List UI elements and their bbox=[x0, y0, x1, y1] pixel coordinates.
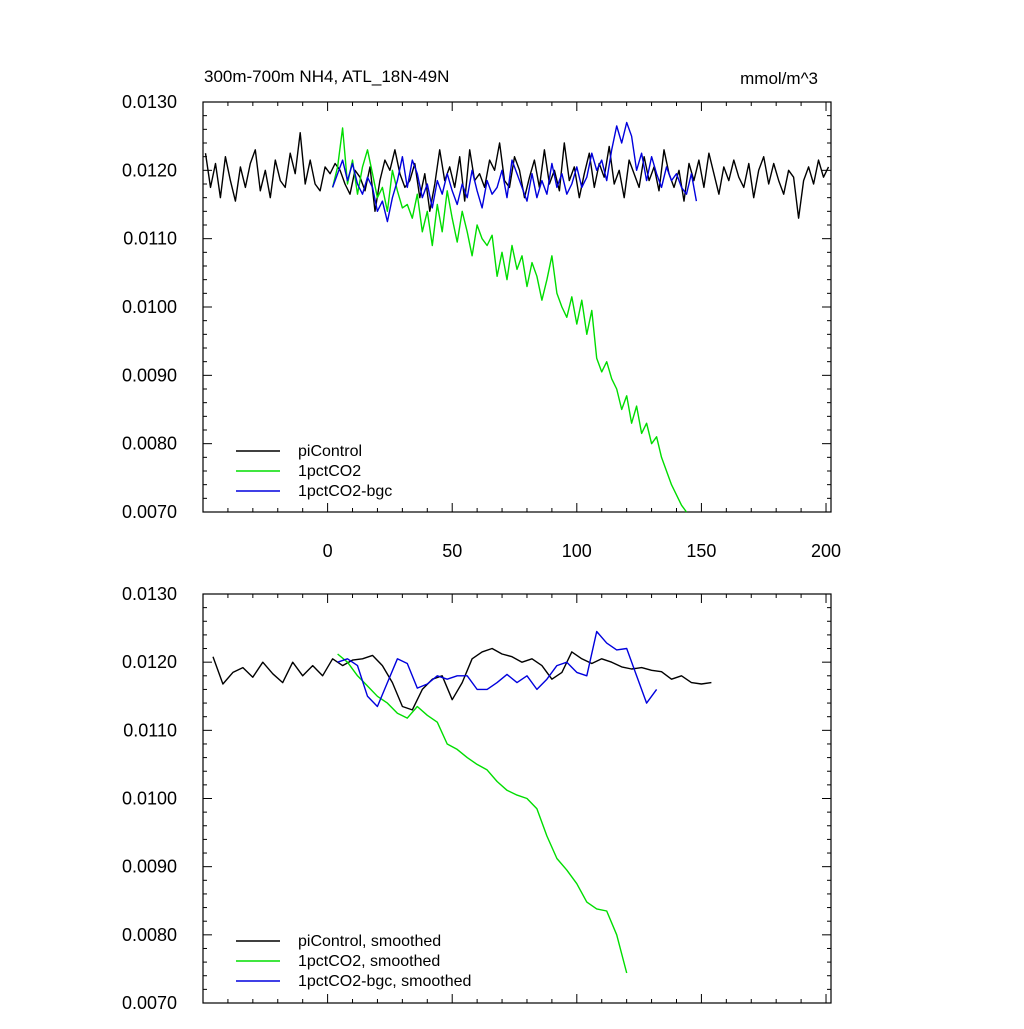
bot-y-tick-label: 0.0090 bbox=[122, 857, 177, 877]
bot-y-tick-label: 0.0120 bbox=[122, 652, 177, 672]
top-y-tick-label: 0.0120 bbox=[122, 160, 177, 180]
bot-y-tick-label: 0.0110 bbox=[123, 720, 177, 740]
bottom-series-group bbox=[212, 630, 712, 974]
bot-y-tick-label: 0.0100 bbox=[122, 789, 177, 809]
top-axes: 0.0070 0.0080 0.0090 0.0100 0.0110 0.0120 0.01… bbox=[122, 92, 841, 561]
bot-series-1pctco2-smoothed bbox=[337, 653, 628, 974]
bottom-legend: piControl, smoothed 1pctCO2, smoothed 1p… bbox=[236, 933, 471, 990]
top-series-1pctco2 bbox=[331, 127, 688, 513]
bottom-axes: 0.0070 0.0080 0.0090 0.0100 0.0110 0.0120 0.01… bbox=[122, 584, 832, 1013]
legend-label-1pctco2-smoothed: 1pctCO2, smoothed bbox=[298, 953, 440, 970]
top-chart-title: 300m-700m NH4, ATL_18N-49N bbox=[204, 67, 449, 86]
top-y-tick-label: 0.0100 bbox=[122, 297, 177, 317]
top-y-tick-label: 0.0110 bbox=[123, 229, 177, 249]
top-series-1pctco2-bgc bbox=[331, 121, 698, 223]
bot-y-tick-label: 0.0130 bbox=[122, 584, 177, 604]
top-y-tick-label: 0.0080 bbox=[122, 434, 177, 454]
top-x-tick-label: 0 bbox=[323, 541, 333, 561]
top-panel: 300m-700m NH4, ATL_18N-49N mmol/m^3 0.00… bbox=[122, 67, 841, 561]
bottom-panel: 0.0070 0.0080 0.0090 0.0100 0.0110 0.0120 0.01… bbox=[122, 584, 832, 1013]
top-x-tick-label: 100 bbox=[562, 541, 592, 561]
legend-label-1pctco2: 1pctCO2 bbox=[298, 463, 361, 480]
top-series-group bbox=[204, 121, 830, 513]
top-y-tick-label: 0.0130 bbox=[122, 92, 177, 112]
top-y-tick-label: 0.0090 bbox=[122, 365, 177, 385]
top-y-tick-label: 0.0070 bbox=[122, 502, 177, 522]
top-x-tick-label: 200 bbox=[811, 541, 841, 561]
bot-y-tick-label: 0.0080 bbox=[122, 925, 177, 945]
legend-label-picontrol: piControl bbox=[298, 443, 362, 460]
top-x-tick-label: 150 bbox=[686, 541, 716, 561]
bot-y-tick-label: 0.0070 bbox=[122, 993, 177, 1013]
bot-series-1pctco2-bgc-smoothed bbox=[337, 630, 658, 708]
legend-label-1pctco2-bgc-smoothed: 1pctCO2-bgc, smoothed bbox=[298, 973, 471, 990]
top-legend: piControl 1pctCO2 1pctCO2-bgc bbox=[236, 443, 392, 500]
top-chart-units: mmol/m^3 bbox=[740, 69, 818, 88]
top-x-tick-label: 50 bbox=[442, 541, 462, 561]
legend-label-picontrol-smoothed: piControl, smoothed bbox=[298, 933, 441, 950]
top-series-picontrol bbox=[204, 131, 830, 219]
bot-series-picontrol-smoothed bbox=[212, 647, 712, 711]
legend-label-1pctco2-bgc: 1pctCO2-bgc bbox=[298, 483, 392, 500]
